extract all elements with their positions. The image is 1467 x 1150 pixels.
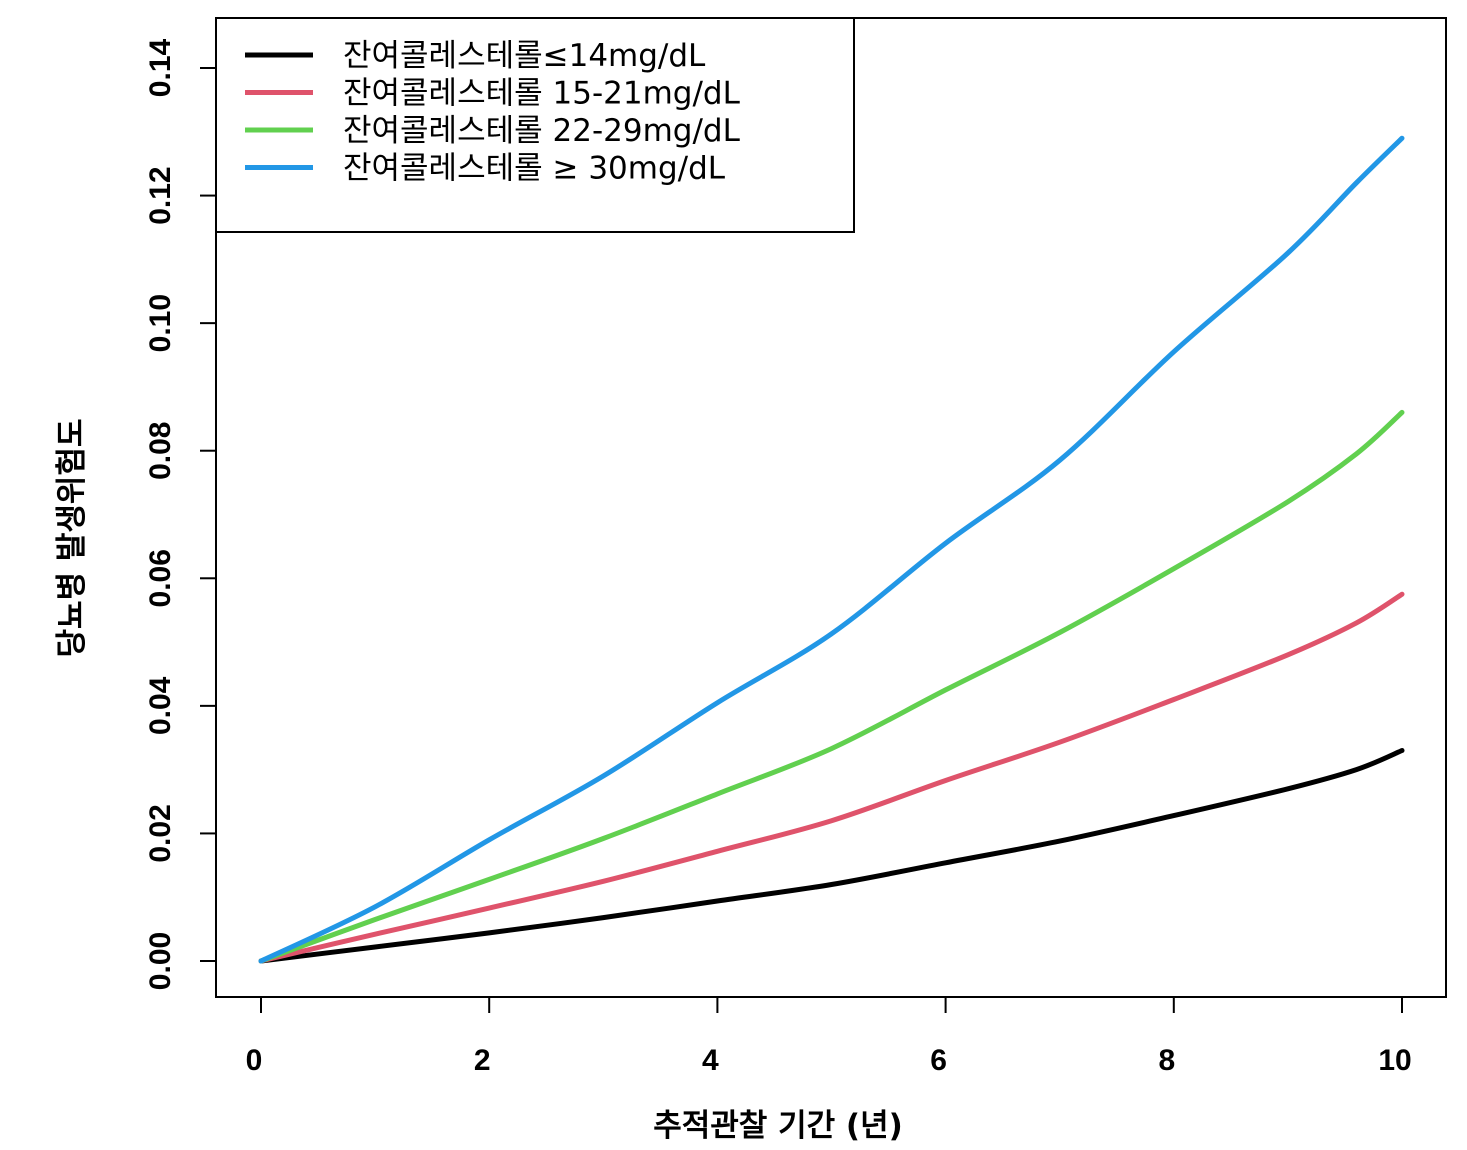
series-layer (258, 135, 1405, 964)
y-tick-label: 0.06 (144, 549, 177, 607)
y-axis: 0.00 0.02 0.04 0.06 0.08 0.10 0.12 0.14 (144, 38, 216, 990)
series-line-4 (258, 135, 1405, 964)
x-tick-label: 6 (930, 1044, 947, 1077)
series-line-2 (258, 591, 1405, 964)
y-tick-label: 0.08 (144, 422, 177, 480)
legend-label-3: 잔여콜레스테롤 22-29mg/dL (343, 113, 741, 149)
legend-label-2: 잔여콜레스테롤 15-21mg/dL (343, 76, 741, 112)
x-tick-label: 10 (1378, 1044, 1411, 1077)
legend-label-4: 잔여콜레스테롤 ≥ 30mg/dL (343, 151, 726, 187)
y-axis-title: 당뇨병 발생위험도 (54, 419, 90, 658)
x-tick-label: 2 (474, 1044, 491, 1077)
series-line-3 (258, 409, 1405, 964)
y-tick-label: 0.02 (144, 804, 177, 862)
y-tick-label: 0.12 (144, 166, 177, 224)
x-axis: 0 2 4 6 8 10 (246, 997, 1412, 1077)
x-tick-label: 8 (1158, 1044, 1175, 1077)
y-tick-label: 0.00 (144, 932, 177, 990)
legend-label-1: 잔여콜레스테롤≤14mg/dL (343, 38, 706, 74)
x-tick-label: 0 (246, 1044, 263, 1077)
y-tick-label: 0.04 (144, 676, 177, 735)
x-axis-title: 추적관찰 기간 (년) (653, 1108, 903, 1144)
y-tick-label: 0.14 (144, 38, 177, 97)
series-line-1 (258, 748, 1405, 964)
x-tick-label: 4 (702, 1044, 719, 1077)
y-tick-label: 0.10 (144, 294, 177, 352)
legend-box (215, 17, 855, 233)
